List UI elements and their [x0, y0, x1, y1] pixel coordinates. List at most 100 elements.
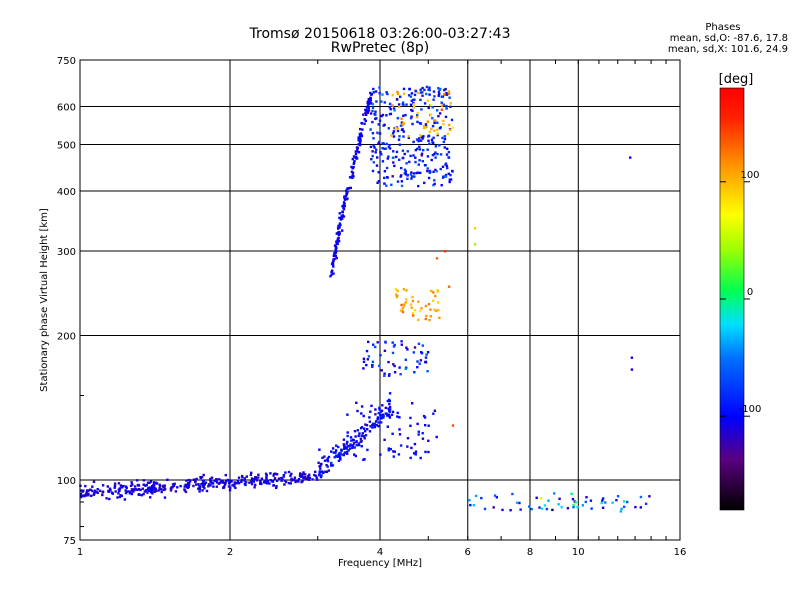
data-point — [374, 117, 377, 121]
data-point — [441, 176, 445, 179]
data-point — [401, 307, 404, 310]
data-point — [399, 309, 403, 312]
data-point — [409, 95, 413, 98]
data-point — [601, 497, 605, 500]
data-point — [340, 215, 343, 218]
data-point — [440, 104, 444, 107]
data-point — [386, 414, 389, 417]
data-point — [366, 428, 369, 431]
data-point — [117, 482, 121, 485]
data-point — [528, 505, 531, 508]
data-point — [400, 343, 403, 346]
data-point — [146, 488, 150, 491]
data-point — [386, 425, 389, 428]
data-point — [304, 476, 307, 479]
data-point — [378, 140, 381, 144]
data-point — [244, 481, 248, 484]
data-point — [215, 481, 219, 484]
data-point — [469, 503, 472, 507]
data-point — [615, 499, 618, 502]
data-point — [417, 318, 420, 322]
data-point — [319, 464, 322, 467]
data-point — [331, 269, 334, 272]
data-point — [410, 446, 413, 450]
data-point — [388, 112, 392, 116]
data-point — [199, 476, 203, 480]
data-point — [222, 486, 225, 489]
data-point — [418, 362, 421, 365]
data-point — [117, 488, 121, 491]
data-point — [411, 295, 414, 299]
data-point — [91, 489, 94, 493]
data-point — [518, 501, 521, 505]
data-point — [388, 399, 391, 403]
data-point — [445, 93, 449, 96]
data-point — [403, 168, 407, 171]
data-point — [356, 409, 359, 413]
data-point — [323, 455, 326, 458]
data-point — [427, 135, 430, 138]
data-point — [404, 170, 407, 173]
data-point — [388, 405, 392, 409]
data-point — [412, 140, 415, 144]
data-point — [437, 94, 441, 97]
data-point — [85, 494, 88, 497]
data-point — [371, 150, 374, 153]
data-point — [359, 127, 362, 131]
data-point — [433, 95, 436, 98]
data-point — [427, 139, 430, 142]
data-point — [348, 444, 352, 447]
data-point — [109, 488, 112, 492]
data-point — [335, 240, 338, 243]
data-point — [413, 93, 417, 97]
data-point — [375, 100, 378, 103]
data-point — [443, 250, 447, 253]
data-point — [243, 479, 246, 482]
y-tick-label: 75 — [63, 536, 76, 547]
data-point — [407, 94, 411, 97]
data-point — [445, 153, 449, 156]
data-point — [473, 243, 477, 246]
data-point — [368, 430, 372, 433]
data-point — [403, 152, 406, 156]
data-point — [371, 132, 375, 135]
data-point — [543, 504, 547, 507]
data-point — [345, 442, 348, 445]
data-point — [384, 406, 387, 410]
data-point — [385, 91, 388, 94]
data-point — [378, 119, 382, 122]
data-point — [406, 173, 409, 177]
data-point — [440, 108, 444, 111]
data-point — [388, 105, 391, 109]
data-point — [101, 484, 105, 487]
data-point — [283, 483, 286, 486]
data-point — [424, 317, 427, 321]
data-point — [396, 180, 400, 183]
data-point — [402, 305, 406, 308]
data-point — [343, 198, 347, 201]
data-point — [419, 134, 422, 137]
data-point — [331, 260, 335, 264]
data-point — [123, 498, 127, 501]
data-point — [431, 117, 434, 120]
data-point — [389, 447, 392, 451]
data-point — [271, 480, 275, 483]
data-point — [427, 88, 430, 91]
data-point — [371, 106, 375, 110]
data-point — [96, 491, 99, 494]
data-point — [248, 481, 251, 484]
data-point — [366, 111, 370, 114]
data-point — [395, 98, 399, 101]
data-point — [269, 479, 272, 482]
data-point — [412, 172, 416, 175]
data-point — [210, 476, 214, 479]
x-tick-label: 16 — [674, 547, 687, 558]
data-point — [406, 348, 409, 351]
data-point — [383, 182, 386, 185]
data-point — [427, 439, 430, 442]
colorbar-tick-label: -100 — [739, 404, 762, 415]
data-point — [176, 486, 179, 489]
data-point — [391, 410, 395, 414]
data-point — [407, 135, 410, 138]
data-point — [590, 507, 593, 510]
